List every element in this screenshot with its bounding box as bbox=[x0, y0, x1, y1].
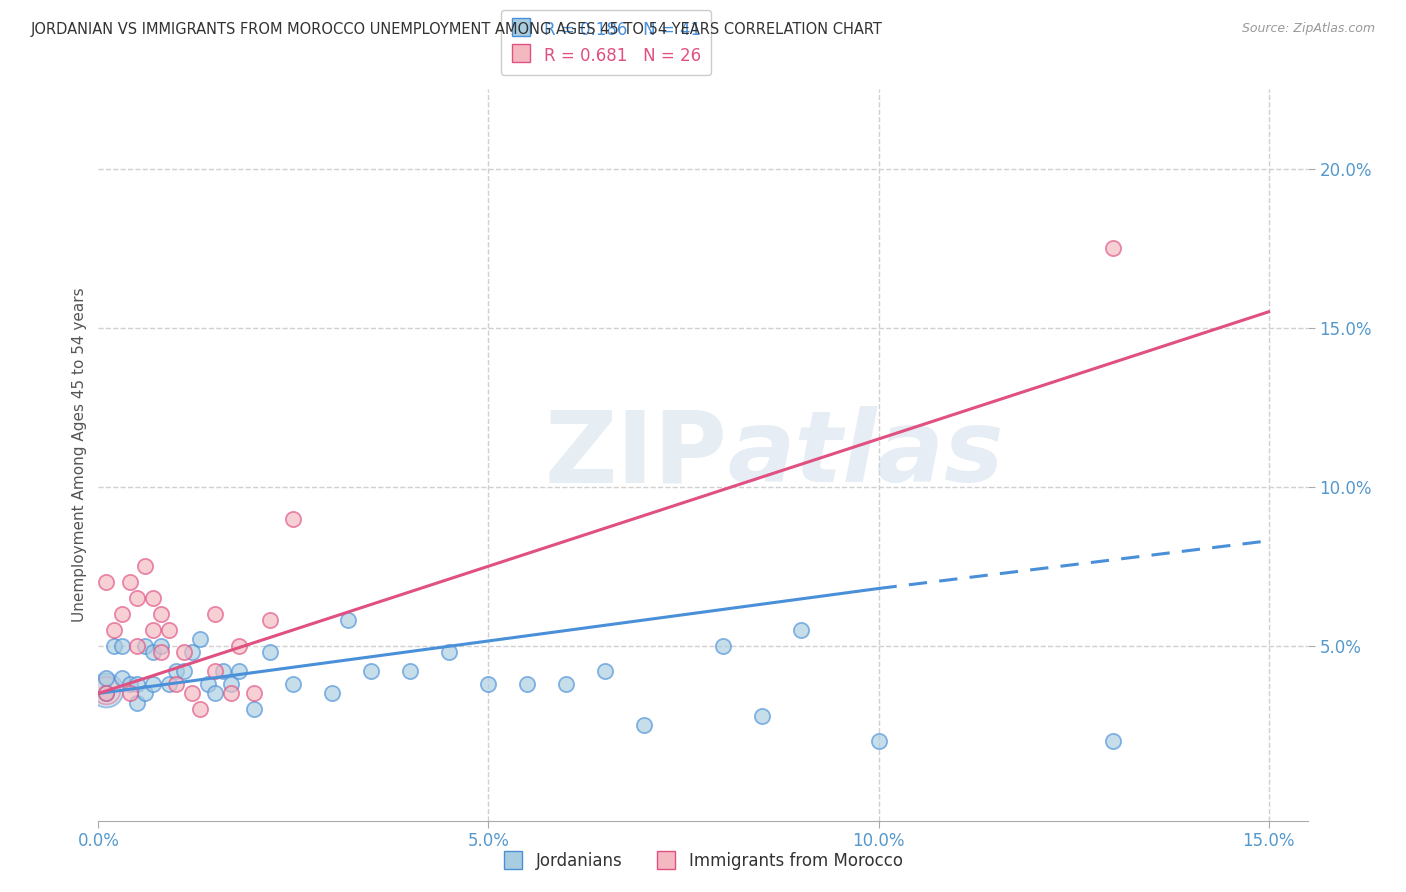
Point bbox=[96, 683, 118, 698]
Point bbox=[1101, 734, 1123, 748]
Legend: Jordanians, Immigrants from Morocco: Jordanians, Immigrants from Morocco bbox=[496, 846, 910, 877]
Point bbox=[212, 664, 235, 678]
Point bbox=[142, 645, 165, 659]
Point bbox=[149, 607, 172, 621]
Point bbox=[127, 639, 149, 653]
Text: Source: ZipAtlas.com: Source: ZipAtlas.com bbox=[1241, 22, 1375, 36]
Y-axis label: Unemployment Among Ages 45 to 54 years: Unemployment Among Ages 45 to 54 years bbox=[72, 287, 87, 623]
Point bbox=[181, 686, 204, 700]
Point bbox=[165, 664, 187, 678]
Point bbox=[204, 607, 226, 621]
Point bbox=[142, 623, 165, 637]
Point bbox=[118, 686, 141, 700]
Point bbox=[219, 686, 242, 700]
Point bbox=[96, 671, 118, 685]
Point bbox=[337, 613, 360, 627]
Point bbox=[103, 623, 125, 637]
Point bbox=[259, 645, 281, 659]
Point bbox=[127, 677, 149, 691]
Point bbox=[243, 686, 266, 700]
Point bbox=[149, 645, 172, 659]
Point bbox=[142, 591, 165, 605]
Point bbox=[96, 683, 118, 698]
Point bbox=[516, 677, 538, 691]
Point bbox=[142, 677, 165, 691]
Point bbox=[127, 696, 149, 710]
Point bbox=[259, 613, 281, 627]
Point bbox=[399, 664, 422, 678]
Point bbox=[181, 645, 204, 659]
Legend: R = 0.186   N = 41, R = 0.681   N = 26: R = 0.186 N = 41, R = 0.681 N = 26 bbox=[501, 10, 711, 75]
Point bbox=[96, 686, 118, 700]
Point bbox=[555, 677, 578, 691]
Point bbox=[283, 677, 305, 691]
Point bbox=[111, 607, 134, 621]
Text: JORDANIAN VS IMMIGRANTS FROM MOROCCO UNEMPLOYMENT AMONG AGES 45 TO 54 YEARS CORR: JORDANIAN VS IMMIGRANTS FROM MOROCCO UNE… bbox=[31, 22, 883, 37]
Point bbox=[134, 686, 156, 700]
Point bbox=[111, 639, 134, 653]
Point bbox=[118, 575, 141, 590]
Point bbox=[96, 686, 118, 700]
Point bbox=[204, 664, 226, 678]
Point bbox=[188, 702, 211, 716]
Point bbox=[243, 702, 266, 716]
Point bbox=[321, 686, 343, 700]
Point bbox=[197, 677, 219, 691]
Point bbox=[173, 664, 195, 678]
Point bbox=[595, 664, 617, 678]
Point bbox=[360, 664, 382, 678]
Point bbox=[633, 718, 655, 732]
Point bbox=[103, 639, 125, 653]
Point bbox=[228, 639, 250, 653]
Point bbox=[711, 639, 734, 653]
Point bbox=[219, 677, 242, 691]
Point bbox=[751, 708, 773, 723]
Point bbox=[188, 632, 211, 647]
Point bbox=[439, 645, 461, 659]
Point bbox=[157, 677, 180, 691]
Point bbox=[96, 575, 118, 590]
Point bbox=[127, 591, 149, 605]
Point bbox=[134, 639, 156, 653]
Point bbox=[134, 559, 156, 574]
Point bbox=[118, 677, 141, 691]
Point bbox=[111, 671, 134, 685]
Point bbox=[149, 639, 172, 653]
Point bbox=[157, 623, 180, 637]
Point bbox=[1101, 241, 1123, 255]
Point bbox=[477, 677, 499, 691]
Point bbox=[173, 645, 195, 659]
Point bbox=[204, 686, 226, 700]
Point bbox=[165, 677, 187, 691]
Text: atlas: atlas bbox=[727, 407, 1004, 503]
Point bbox=[283, 511, 305, 525]
Text: ZIP: ZIP bbox=[544, 407, 727, 503]
Point bbox=[868, 734, 890, 748]
Point bbox=[228, 664, 250, 678]
Point bbox=[789, 623, 811, 637]
